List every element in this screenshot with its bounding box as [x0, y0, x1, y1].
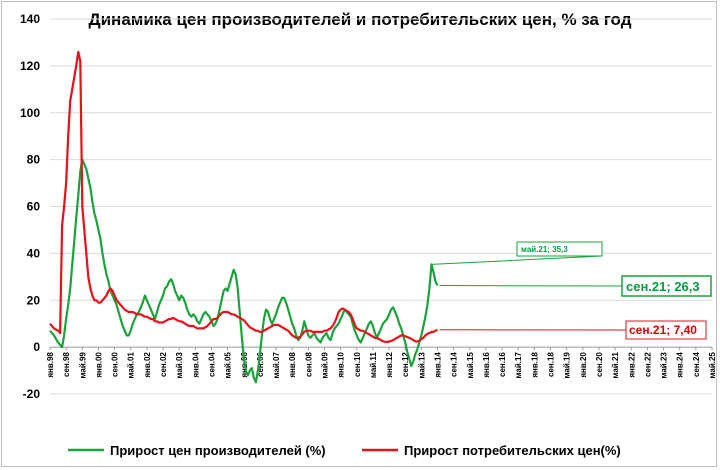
y-axis-ticks: 140 120 100 80 60 40 20 0 -20: [20, 12, 40, 401]
x-tick-label: сен.18: [547, 352, 556, 377]
y-tick-label: 120: [20, 59, 40, 73]
cpi-annotation-label: сен.21; 7,40: [629, 323, 697, 337]
x-tick-label: янв.12: [385, 352, 394, 378]
annotations: май.21; 35,3 сен.21; 26,3 сен.21; 7,40: [431, 241, 712, 340]
x-tick-label: янв.00: [94, 352, 103, 378]
x-tick-label: янв.22: [627, 352, 636, 378]
peak-annotation-label: май.21; 35,3: [521, 245, 568, 254]
ppi-annotation-leader: [439, 285, 623, 287]
x-tick-label: янв.98: [46, 352, 55, 378]
x-tick-label: янв.14: [434, 352, 443, 378]
legend-label-ppi: Прирост цен производителей (%): [110, 443, 326, 458]
ppi-annotation-label: сен.21; 26,3: [626, 279, 700, 294]
x-tick-label: янв.10: [337, 352, 346, 378]
x-tick-label: сен.00: [111, 352, 120, 377]
x-tick-label: сен.10: [353, 352, 362, 377]
x-tick-label: май.19: [563, 352, 572, 379]
x-axis-ticks: янв.98 сен.98 май.99 янв.00 сен.00 май.01 янв.…: [46, 347, 717, 378]
x-tick-label: май.15: [466, 352, 475, 379]
x-tick-label: сен.04: [207, 352, 216, 377]
series-lines: [49, 50, 439, 384]
x-tick-label: май.21: [611, 352, 620, 379]
y-tick-label: 0: [33, 340, 40, 354]
x-tick-label: сен.98: [62, 352, 71, 377]
legend-label-cpi: Прирост потребительских цен(%): [404, 443, 621, 458]
x-tick-label: янв.08: [288, 352, 297, 378]
x-tick-label: янв.24: [676, 352, 685, 378]
x-tick-label: янв.18: [530, 352, 539, 378]
x-tick-label: янв.04: [191, 352, 200, 378]
x-tick-label: май.03: [175, 352, 184, 379]
x-tick-label: янв.02: [143, 352, 152, 378]
ppi-annotation-box: [621, 275, 712, 297]
x-tick-label: май.07: [272, 352, 281, 379]
y-tick-label: 20: [27, 293, 41, 307]
x-tick-label: сен.20: [595, 352, 604, 377]
series-line-cpi: [49, 50, 438, 344]
x-tick-label: май.17: [514, 352, 523, 379]
x-tick-label: сен.08: [304, 352, 313, 377]
x-tick-label: янв.16: [482, 352, 491, 378]
x-tick-label: сен.16: [498, 352, 507, 377]
x-tick-label: сен.02: [159, 352, 168, 377]
x-tick-label: май.25: [708, 352, 717, 379]
y-tick-label: -20: [23, 387, 41, 401]
peak-annotation-leader: [431, 255, 603, 265]
x-tick-label: янв.20: [579, 352, 588, 378]
x-tick-label: май.09: [320, 352, 329, 379]
y-tick-label: 40: [27, 246, 41, 260]
y-tick-label: 140: [20, 12, 40, 26]
x-tick-label: сен.12: [401, 352, 410, 377]
y-tick-label: 80: [27, 153, 41, 167]
x-tick-label: сен.14: [450, 352, 459, 377]
legend: Прирост цен производителей (%) Прирост п…: [68, 443, 621, 458]
x-tick-label: май.01: [127, 352, 136, 379]
x-tick-label: май.11: [369, 352, 378, 378]
x-tick-label: май.99: [78, 352, 87, 379]
y-tick-label: 100: [20, 106, 40, 120]
x-tick-label: сен.22: [643, 352, 652, 377]
peak-annotation-box: [516, 241, 603, 257]
series-line-ppi: [49, 158, 439, 384]
x-tick-label: май.23: [660, 352, 669, 379]
cpi-annotation-box: [625, 320, 707, 340]
y-tick-label: 60: [27, 200, 41, 214]
x-tick-label: сен.24: [692, 352, 701, 377]
gridlines: [50, 18, 712, 395]
x-tick-label: сен.06: [256, 352, 265, 377]
x-tick-label: май.13: [417, 352, 426, 379]
x-tick-label: май.05: [224, 352, 233, 379]
